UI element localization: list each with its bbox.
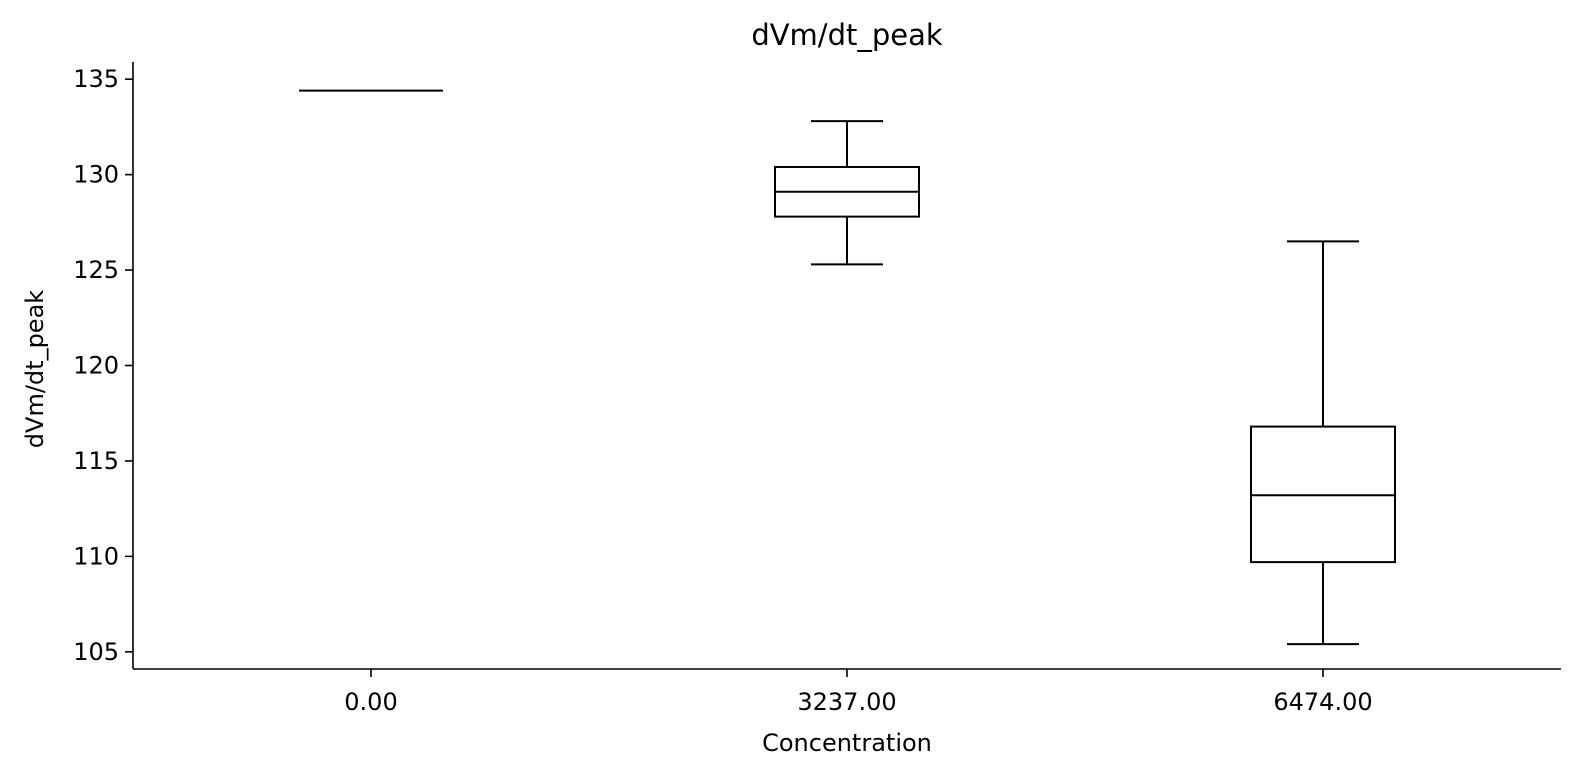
x-tick-label: 0.00	[344, 688, 397, 716]
chart-title: dVm/dt_peak	[751, 18, 943, 52]
y-tick-label: 120	[73, 352, 119, 380]
y-tick-label: 130	[73, 161, 119, 189]
box-6474.00	[1250, 240, 1396, 646]
y-tick-label: 125	[73, 256, 119, 284]
x-axis-label: Concentration	[762, 729, 932, 757]
y-tick-label: 115	[73, 447, 119, 475]
y-tick-label: 135	[73, 65, 119, 93]
x-tick-label: 3237.00	[797, 688, 896, 716]
box-series	[299, 89, 1396, 646]
y-axis-label: dVm/dt_peak	[21, 290, 49, 448]
y-axis: 105 110 115 120 125 130 135	[73, 62, 134, 669]
x-axis: 0.00 3237.00 6474.00	[133, 668, 1561, 716]
x-tick-label: 6474.00	[1273, 688, 1372, 716]
y-tick-label: 110	[73, 542, 119, 570]
y-tick-label: 105	[73, 638, 119, 666]
box-3237.00	[774, 120, 920, 266]
